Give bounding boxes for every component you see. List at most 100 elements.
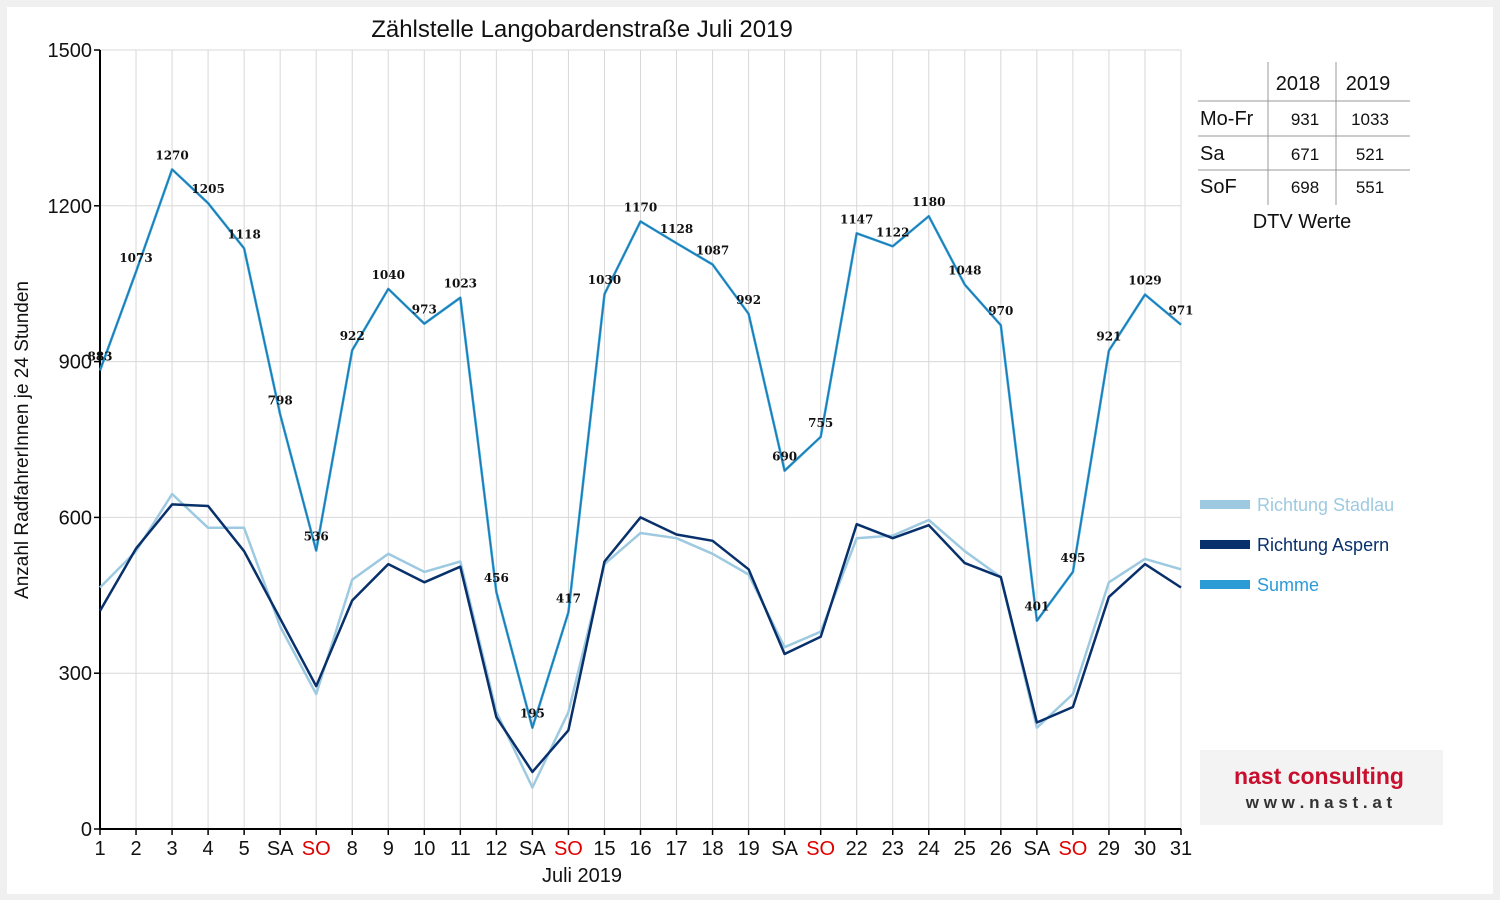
y-tick-label: 900 — [59, 352, 92, 374]
x-tick-label: 4 — [203, 838, 214, 860]
x-tick-label: 23 — [882, 838, 904, 860]
series-line-aspern — [98, 503, 1182, 774]
logo-url: w w w . n a s t . a t — [1245, 793, 1393, 812]
table-cell: 698 — [1291, 178, 1319, 197]
x-tick-labels: 1 2 3 4 5 SA SO 8 9 10 11 12 SA SO 15 16 17 18 19 SA SO 22 23 2… — [94, 838, 1192, 860]
x-tick-label: 11 — [450, 838, 471, 860]
chart-panel — [7, 7, 1493, 894]
data-label: 1147 — [840, 212, 873, 226]
data-label: 1270 — [155, 148, 188, 162]
y-tick-label: 1500 — [48, 40, 93, 62]
axes — [94, 49, 1182, 835]
x-tick-label: 25 — [954, 838, 976, 860]
data-labels: 883 1073 1270 1205 1118 798 536 922 1040 973 1023 4… — [87, 148, 1193, 720]
data-label: 536 — [304, 530, 329, 544]
data-label: 970 — [988, 304, 1013, 318]
x-axis-label: Juli 2019 — [542, 865, 622, 887]
data-label: 401 — [1024, 600, 1049, 614]
x-tick-label: SA — [1024, 838, 1051, 860]
table-row-label: Sa — [1200, 143, 1225, 165]
x-tick-label: 3 — [167, 838, 178, 860]
table-row-label: SoF — [1200, 176, 1237, 198]
table-cell: 931 — [1291, 110, 1319, 129]
data-label: 921 — [1096, 330, 1121, 344]
x-tick-label: SA — [267, 838, 294, 860]
nast-logo: nast consulting w w w . n a s t . a t — [1200, 750, 1443, 825]
legend-swatch-aspern — [1200, 540, 1250, 549]
y-tick-label: 1200 — [48, 196, 93, 218]
table-header-2019: 2019 — [1346, 73, 1391, 95]
x-tick-label: SO — [1058, 838, 1087, 860]
data-label: 1023 — [444, 277, 477, 291]
x-tick-label: SO — [554, 838, 583, 860]
data-label: 883 — [87, 349, 112, 363]
x-tick-label: SO — [806, 838, 835, 860]
legend-label-stadlau: Richtung Stadlau — [1257, 495, 1394, 515]
y-tick-label: 600 — [59, 507, 92, 529]
x-tick-label: 26 — [990, 838, 1012, 860]
chart-title: Zählstelle Langobardenstraße Juli 2019 — [371, 16, 793, 43]
data-label: 1205 — [191, 182, 224, 196]
table-cell: 521 — [1356, 145, 1384, 164]
x-tick-label: 12 — [485, 838, 507, 860]
y-tick-label: 0 — [81, 819, 92, 841]
data-label: 456 — [484, 571, 509, 585]
series-lines — [98, 168, 1182, 789]
x-tick-label: 29 — [1098, 838, 1120, 860]
data-label: 1122 — [876, 225, 909, 239]
data-label: 1118 — [227, 227, 260, 241]
data-label: 1029 — [1128, 274, 1161, 288]
logo-box — [1200, 750, 1443, 825]
y-tick-label: 300 — [59, 663, 92, 685]
gridlines — [99, 49, 1182, 830]
data-label: 1030 — [588, 273, 621, 287]
data-label: 1087 — [696, 243, 729, 257]
data-label: 1048 — [948, 264, 981, 278]
table-cell: 671 — [1291, 145, 1319, 164]
data-label: 971 — [1168, 304, 1193, 318]
y-axis-label: Anzahl RadfahrerInnen je 24 Stunden — [12, 281, 33, 599]
table-caption: DTV Werte — [1253, 211, 1352, 233]
x-tick-label: 5 — [239, 838, 250, 860]
x-tick-label: SA — [519, 838, 546, 860]
legend-swatch-summe — [1200, 580, 1250, 589]
data-label: 1180 — [912, 195, 945, 209]
legend-swatch-stadlau — [1200, 500, 1250, 509]
data-label: 922 — [340, 329, 365, 343]
data-label: 495 — [1060, 551, 1085, 565]
legend-label-summe: Summe — [1257, 575, 1319, 595]
x-tick-label: 10 — [413, 838, 435, 860]
x-tick-label: 15 — [593, 838, 615, 860]
data-label: 1128 — [660, 222, 693, 236]
logo-name: nast consulting — [1234, 763, 1404, 789]
x-tick-label: 16 — [629, 838, 651, 860]
dtv-table: 2018 2019 Mo-Fr 931 1033 Sa 671 521 SoF … — [1198, 62, 1410, 233]
table-cell: 551 — [1356, 178, 1384, 197]
x-tick-label: 30 — [1134, 838, 1156, 860]
x-tick-label: SA — [771, 838, 798, 860]
table-row-label: Mo-Fr — [1200, 108, 1254, 130]
data-label: 195 — [520, 707, 545, 721]
data-label: 1170 — [624, 200, 657, 214]
x-tick-label: 9 — [383, 838, 394, 860]
x-tick-label: 31 — [1170, 838, 1192, 860]
data-label: 992 — [736, 293, 761, 307]
table-header-2018: 2018 — [1276, 73, 1321, 95]
x-tick-label: 1 — [94, 838, 105, 860]
x-tick-label: 22 — [846, 838, 868, 860]
x-tick-label: 17 — [665, 838, 687, 860]
x-tick-label: 24 — [918, 838, 940, 860]
legend-label-aspern: Richtung Aspern — [1257, 535, 1389, 555]
data-label: 690 — [772, 450, 797, 464]
data-label: 417 — [556, 591, 581, 605]
table-cell: 1033 — [1351, 110, 1389, 129]
data-label: 755 — [808, 416, 833, 430]
x-tick-label: SO — [302, 838, 331, 860]
series-line-summe-edge — [99, 168, 1182, 730]
data-label: 1040 — [372, 268, 405, 282]
data-label: 973 — [412, 303, 437, 317]
x-tick-label: 2 — [130, 838, 141, 860]
x-tick-label: 8 — [347, 838, 358, 860]
legend: Richtung Stadlau Richtung Aspern Summe — [1200, 495, 1394, 595]
